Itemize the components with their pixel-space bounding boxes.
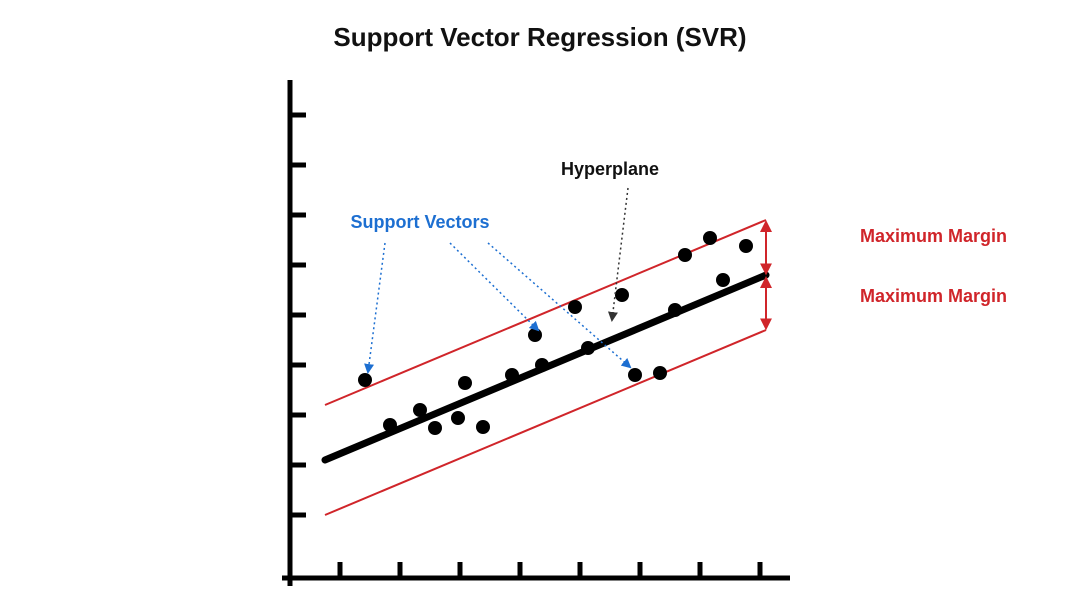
data-point [428,421,442,435]
data-point [458,376,472,390]
data-point [703,231,717,245]
margin-upper [325,220,766,405]
data-point [581,341,595,355]
max-margin-upper-label: Maximum Margin [860,226,1007,246]
chart-title: Support Vector Regression (SVR) [0,22,1080,53]
hyperplane-label: Hyperplane [561,159,659,179]
data-point [615,288,629,302]
data-point [451,411,465,425]
data-point [716,273,730,287]
data-point [505,368,519,382]
data-point [628,368,642,382]
data-point [668,303,682,317]
data-point [413,403,427,417]
support-vectors-label: Support Vectors [350,212,489,232]
data-point [678,248,692,262]
support-vector-leader [488,243,630,367]
data-point [568,300,582,314]
data-point [653,366,667,380]
data-point [739,239,753,253]
figure-stage: Support Vector Regression (SVR) Hyperpla… [0,0,1080,608]
data-point [528,328,542,342]
data-point [476,420,490,434]
data-point [383,418,397,432]
svr-chart: Hyperplane Support Vectors Maximum Margin M… [0,0,1080,608]
data-point [535,358,549,372]
support-vector-leader [368,243,385,372]
max-margin-lower-label: Maximum Margin [860,286,1007,306]
support-vector-leader [450,243,538,330]
data-point [358,373,372,387]
